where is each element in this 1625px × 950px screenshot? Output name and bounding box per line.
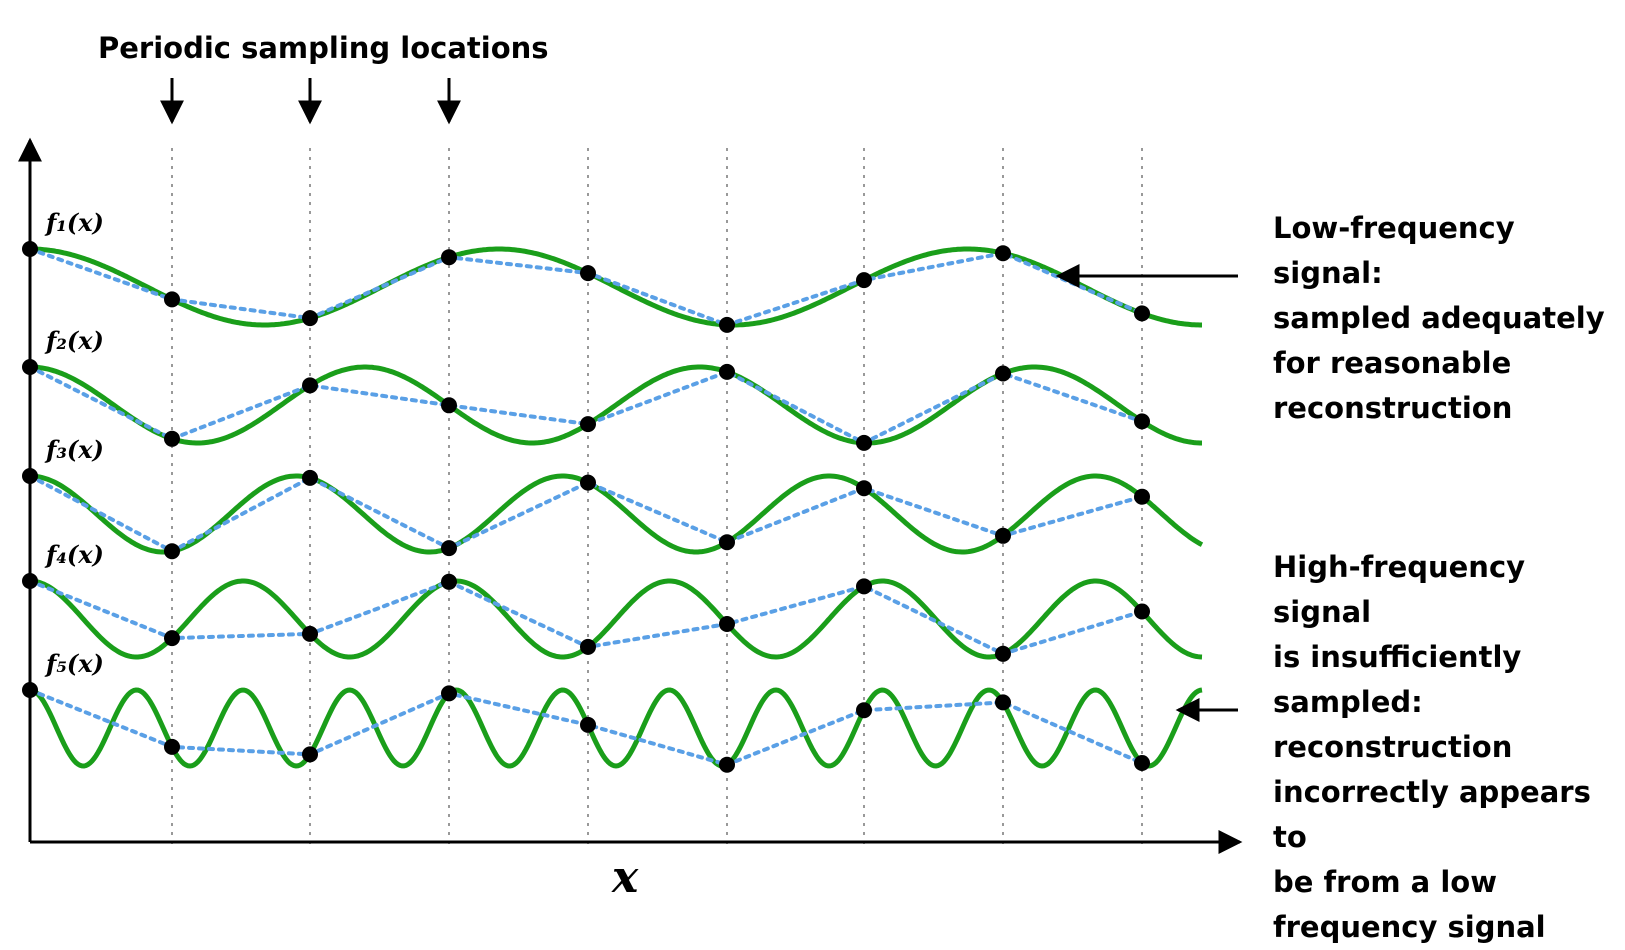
sample-point <box>164 630 180 647</box>
sample-point <box>580 716 596 733</box>
sample-point <box>856 480 872 497</box>
sample-point <box>441 540 457 557</box>
sample-point <box>995 365 1011 382</box>
sample-point <box>719 534 735 551</box>
sample-point <box>995 694 1011 711</box>
signal-curve <box>30 364 1202 446</box>
sample-point <box>441 685 457 702</box>
sample-point <box>719 616 735 632</box>
sample-point <box>719 756 735 773</box>
sample-point <box>302 625 318 642</box>
reconstruction-line <box>28 247 1144 328</box>
signal-curve <box>30 473 1204 555</box>
sampling-diagram: Periodic sampling locations x f₁(x) f₂(x)… <box>18 31 1243 896</box>
reconstruction-line <box>28 365 1144 446</box>
sample-point <box>302 746 318 763</box>
sample-point <box>1134 413 1150 430</box>
sample-point <box>22 359 38 375</box>
sample-point <box>22 468 38 484</box>
signals: f₁(x) f₂(x) f₃(x) f₄(x) f₅(x) <box>22 208 1204 773</box>
sample-point <box>1134 305 1150 322</box>
sample-point <box>580 416 596 433</box>
sample-point <box>22 241 38 257</box>
low-frequency-annotation: Low-frequency signal: sampled adequately… <box>1273 211 1605 425</box>
sample-point <box>302 469 318 486</box>
sample-point <box>1134 488 1150 505</box>
sample-point <box>302 310 318 327</box>
reconstruction-line <box>28 474 1144 554</box>
sample-point <box>856 702 872 719</box>
sample-point <box>164 430 180 447</box>
signal-label: f₄(x) <box>44 540 104 569</box>
signal-curve <box>30 246 1202 328</box>
sample-point <box>995 527 1011 544</box>
sample-point <box>441 249 457 266</box>
sample-point <box>856 434 872 451</box>
sample-point <box>856 578 872 595</box>
sample-point <box>856 272 872 289</box>
sample-point <box>719 316 735 333</box>
sample-point <box>441 573 457 590</box>
sample-point <box>164 543 180 560</box>
sample-point <box>995 245 1011 262</box>
x-axis-label: x <box>611 852 639 896</box>
sampling-location-arrows <box>160 78 461 125</box>
sample-point <box>22 682 38 698</box>
signal-label: f₅(x) <box>44 649 104 678</box>
signal-curve <box>29 687 1203 769</box>
signal-label: f₃(x) <box>44 435 104 464</box>
sample-point <box>1134 603 1150 620</box>
sample-point <box>580 265 596 282</box>
sample-point <box>164 291 180 308</box>
diagram-title: Periodic sampling locations <box>98 31 549 65</box>
sample-point <box>1134 755 1150 771</box>
signal-label: f₁(x) <box>44 208 104 237</box>
sample-point <box>719 363 735 380</box>
sample-point <box>302 377 318 394</box>
sample-point <box>164 738 180 755</box>
signal-label: f₂(x) <box>44 326 104 355</box>
sample-point <box>580 474 596 491</box>
sample-point <box>441 397 457 414</box>
sample-point <box>580 638 596 655</box>
sample-point <box>995 645 1011 662</box>
sample-point <box>22 573 38 589</box>
high-frequency-annotation: High-frequency signal is insufficiently … <box>1273 550 1591 944</box>
